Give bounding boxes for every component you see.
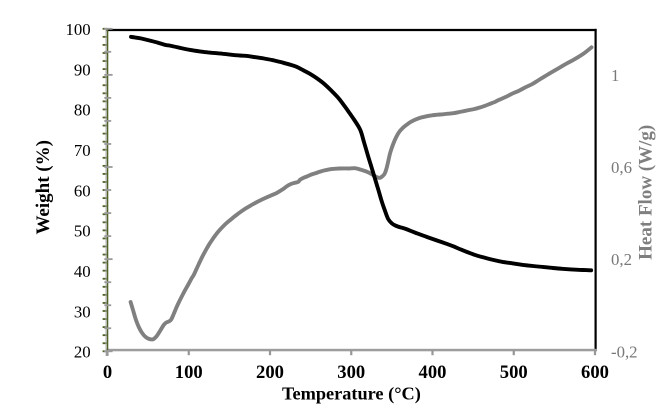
svg-text:100: 100 xyxy=(175,362,203,383)
svg-text:600: 600 xyxy=(581,362,609,383)
svg-text:60: 60 xyxy=(74,181,91,200)
svg-text:100: 100 xyxy=(66,20,91,39)
svg-text:Heat Flow (W/g): Heat Flow (W/g) xyxy=(635,125,656,260)
svg-text:70: 70 xyxy=(74,141,91,160)
svg-text:40: 40 xyxy=(74,262,91,281)
svg-text:300: 300 xyxy=(337,362,365,383)
svg-text:0,2: 0,2 xyxy=(611,250,632,269)
svg-text:80: 80 xyxy=(74,101,91,120)
svg-text:20: 20 xyxy=(74,343,91,362)
svg-text:Temperature (°C): Temperature (°C) xyxy=(282,384,421,405)
svg-text:400: 400 xyxy=(419,362,447,383)
svg-text:200: 200 xyxy=(256,362,284,383)
svg-text:1: 1 xyxy=(611,66,619,85)
svg-text:-0,2: -0,2 xyxy=(611,342,638,361)
svg-text:500: 500 xyxy=(500,362,528,383)
svg-text:30: 30 xyxy=(74,302,91,321)
svg-text:0,6: 0,6 xyxy=(611,158,632,177)
svg-text:0: 0 xyxy=(103,362,112,383)
svg-text:50: 50 xyxy=(74,222,91,241)
svg-text:Weight (%): Weight (%) xyxy=(33,140,54,234)
svg-text:90: 90 xyxy=(74,60,91,79)
